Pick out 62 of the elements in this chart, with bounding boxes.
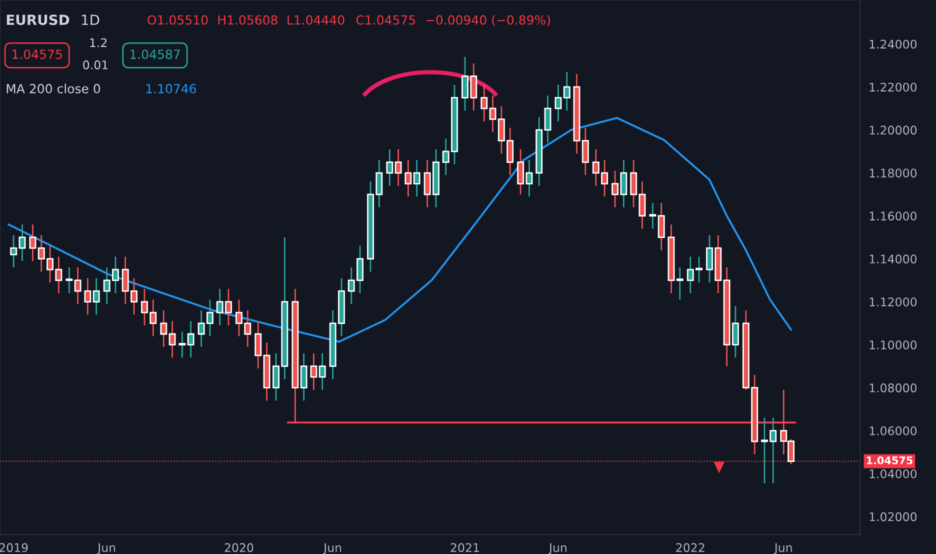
candlestick	[160, 310, 168, 348]
candlestick	[658, 202, 665, 251]
candlestick	[386, 148, 394, 186]
y-tick-label: 1.16000	[870, 212, 917, 221]
candlestick	[10, 234, 18, 268]
y-tick-label: 1.24000	[870, 40, 917, 49]
candlestick	[489, 94, 496, 133]
annotation: C1.04575	[356, 15, 416, 25]
y-tick-label: 1.20000	[870, 126, 917, 135]
annotation: 1.04575	[12, 50, 62, 60]
annotation: 0.01	[83, 60, 108, 70]
candlestick	[310, 352, 318, 391]
candlestick	[74, 266, 82, 305]
annotation: O1.05510	[148, 15, 208, 25]
annotation: 1.2	[90, 38, 107, 48]
candlestick	[178, 331, 186, 358]
candlestick	[29, 224, 36, 262]
x-tick-label: 2021	[450, 543, 479, 552]
y-tick-label: 1.14000	[870, 254, 917, 264]
candlestick	[187, 320, 194, 358]
y-tick-label: 1.18000	[870, 168, 917, 178]
annotation: L1.04440	[288, 15, 344, 25]
candlestick	[318, 352, 326, 391]
candlestick	[92, 277, 100, 316]
candlestick	[66, 266, 73, 294]
candlestick	[394, 148, 402, 186]
y-tick-label: 1.02000	[870, 512, 917, 522]
candlestick	[413, 159, 420, 198]
candlestick	[582, 127, 589, 176]
annotation: MA 200 close 0	[6, 84, 100, 94]
x-tick-label: Jun	[548, 543, 566, 554]
annotation: H1.05608	[218, 15, 278, 25]
x-tick-label: 2020	[224, 543, 254, 552]
candlestick	[84, 277, 92, 316]
candlestick	[254, 320, 262, 370]
candlestick	[563, 71, 570, 112]
candlestick	[300, 352, 308, 402]
candlestick	[554, 84, 562, 122]
candlestick	[649, 202, 656, 230]
y-tick-label: 1.12000	[870, 298, 917, 306]
candlestick	[18, 224, 26, 262]
candlestick	[544, 94, 552, 144]
candlestick	[480, 84, 488, 122]
y-tick-label: 1.06000	[870, 426, 917, 436]
y-tick-label: 1.10000	[870, 340, 917, 350]
annotation: 1.04587	[130, 50, 180, 60]
y-tick-label: 1.04000	[870, 469, 917, 478]
annotation: 1.10746	[146, 84, 196, 94]
candlestick	[404, 159, 412, 198]
annotation: −0.00940 (−0.89%)	[426, 15, 550, 26]
x-tick-label: Jun	[774, 543, 792, 554]
candlestick	[168, 320, 176, 358]
x-tick-label: Jun	[96, 543, 116, 554]
y-tick-label: 1.08000	[870, 383, 917, 392]
x-tick-label: 2022	[676, 543, 704, 552]
ref-line-label: 1.04575	[866, 456, 912, 464]
annotation: 1D	[82, 14, 100, 25]
annotation: EURUSD	[6, 14, 70, 26]
y-tick-label: 1.22000	[870, 82, 917, 92]
x-tick-label: Jun	[323, 543, 342, 554]
candlestick	[676, 266, 684, 300]
line-series	[8, 116, 792, 343]
